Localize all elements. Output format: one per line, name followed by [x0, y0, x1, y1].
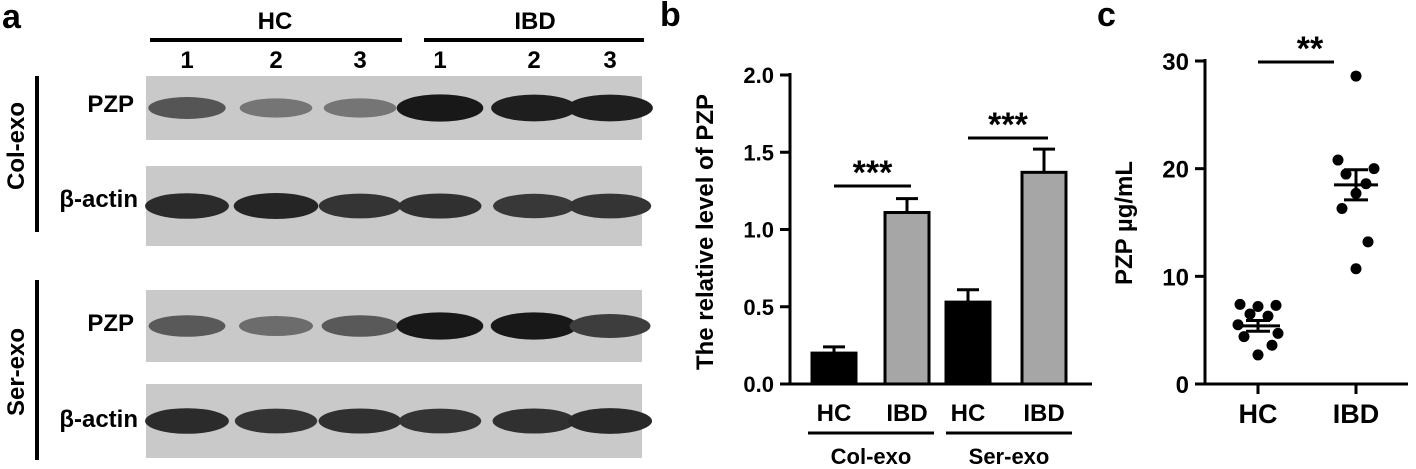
blot-band: [396, 94, 484, 122]
b-y-tick-label: 1.0: [743, 218, 774, 243]
c-data-point: [1270, 299, 1282, 311]
blot-band: [396, 312, 484, 340]
c-y-tick-label: 10: [1162, 264, 1189, 291]
blot-band: [491, 94, 577, 122]
group-label-ibd: IBD: [514, 8, 555, 35]
blot-band: [493, 193, 575, 219]
b-significance-label: ***: [988, 106, 1028, 144]
panel-c-scatter-chart: c PZP µg/mL 0 10 20 30 HC IBD **: [1097, 0, 1408, 429]
b-y-tick-label: 1.5: [743, 140, 774, 165]
c-y-tick-label: 30: [1162, 49, 1189, 76]
b-significance: *** ***: [834, 106, 1048, 192]
blot-band: [492, 408, 576, 434]
c-points: [1232, 70, 1380, 361]
panel-a-western-blot: a HC IBD 1 2 3 1 2 3 Col-exo Ser-exo PZP…: [2, 0, 653, 460]
b-bars: [810, 147, 1068, 386]
b-bar: [944, 300, 992, 386]
b-x-tick-label: IBD: [1023, 400, 1064, 427]
blot-band: [148, 97, 226, 119]
blot-band: [398, 408, 482, 434]
b-bar: [1020, 170, 1068, 386]
blot-band: [398, 193, 482, 219]
y-axis-label: The relative level of PZP: [692, 94, 719, 370]
panel-a-letter: a: [2, 0, 22, 36]
c-data-point: [1362, 236, 1374, 248]
blot-band: [239, 316, 313, 336]
b-x-tick-label: IBD: [886, 400, 927, 427]
blot-band: [234, 408, 318, 434]
blot-band: [318, 408, 402, 434]
c-y-tick-label: 20: [1162, 157, 1189, 184]
b-x-labels: HC IBD HC IBD Col-exo Ser-exo: [808, 400, 1072, 469]
blot-band: [145, 408, 229, 434]
lane-number: 1: [433, 47, 446, 74]
c-data-point: [1234, 298, 1246, 310]
b-axes: 0.0 0.5 1.0 1.5 2.0: [743, 63, 1092, 397]
blot-band: [239, 98, 313, 118]
c-y-tick-label: 0: [1176, 372, 1189, 399]
c-axes: 0 10 20 30 HC IBD: [1162, 49, 1408, 429]
c-data-point: [1332, 154, 1344, 166]
section-label-ser-exo: Ser-exo: [3, 328, 30, 416]
c-data-point: [1368, 163, 1380, 175]
c-data-point: [1272, 327, 1284, 339]
b-group-label: Col-exo: [831, 444, 912, 469]
blot-band: [568, 193, 652, 219]
blot-band: [569, 314, 651, 338]
row-label-pzp: PZP: [87, 91, 134, 118]
row-label-beta-actin: β-actin: [59, 406, 138, 433]
b-bar: [883, 211, 931, 386]
blot-band: [145, 193, 229, 219]
b-y-tick-label: 0.5: [743, 295, 774, 320]
c-data-point: [1262, 310, 1274, 322]
b-bar: [810, 351, 858, 386]
y-axis-label: PZP µg/mL: [1111, 161, 1138, 285]
blot-band: [318, 193, 402, 219]
blot-band: [321, 315, 399, 337]
blot-strips: [145, 76, 653, 458]
c-significance: **: [1258, 30, 1334, 68]
c-data-point: [1350, 263, 1362, 275]
blot-band: [233, 192, 319, 220]
lane-number: 2: [527, 47, 540, 74]
blot-band: [323, 98, 397, 118]
b-significance-label: ***: [853, 154, 893, 192]
section-label-col-exo: Col-exo: [3, 102, 30, 190]
c-data-point: [1252, 349, 1264, 361]
b-y-tick-label: 2.0: [743, 63, 774, 88]
c-data-point: [1340, 168, 1352, 180]
b-group-label: Ser-exo: [969, 444, 1050, 469]
b-x-tick-label: HC: [951, 400, 986, 427]
lane-number: 2: [269, 47, 282, 74]
c-data-point: [1350, 70, 1362, 82]
row-label-beta-actin: β-actin: [59, 186, 138, 213]
blot-band: [148, 315, 226, 337]
panel-b-letter: b: [660, 0, 681, 34]
c-data-point: [1252, 300, 1264, 312]
c-significance-label: **: [1297, 30, 1324, 68]
b-y-tick-label: 0.0: [743, 372, 774, 397]
lane-number: 1: [180, 47, 193, 74]
c-x-tick-label: IBD: [1333, 399, 1380, 429]
b-x-tick-label: HC: [817, 400, 852, 427]
c-data-point: [1266, 339, 1278, 351]
blot-band: [567, 408, 653, 434]
panel-c-letter: c: [1097, 0, 1116, 34]
blot-band: [490, 312, 578, 340]
row-label-pzp: PZP: [87, 310, 134, 337]
c-data-point: [1244, 308, 1256, 320]
lane-number: 3: [603, 47, 616, 74]
group-label-hc: HC: [258, 8, 293, 35]
c-x-tick-label: HC: [1239, 399, 1278, 429]
c-data-point: [1238, 331, 1250, 343]
c-data-point: [1336, 203, 1348, 215]
blot-band: [567, 94, 653, 122]
panel-b-bar-chart: b The relative level of PZP 0.0 0.5 1.0 1.5…: [660, 0, 1092, 469]
lane-number: 3: [353, 47, 366, 74]
